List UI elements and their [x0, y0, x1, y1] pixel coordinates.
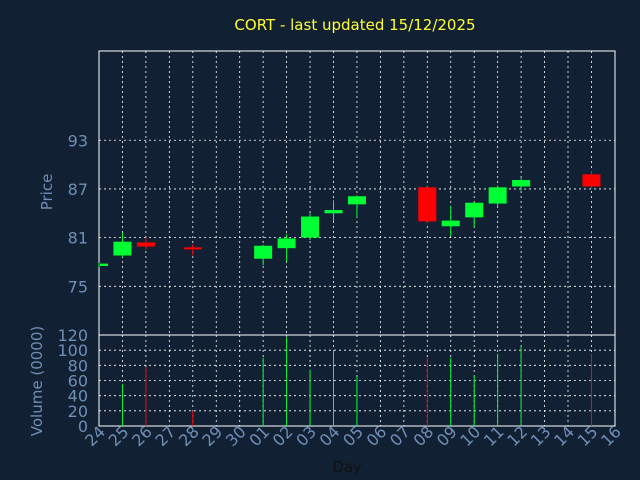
candle-body	[183, 247, 202, 250]
candle-body	[277, 238, 296, 249]
price-tick-label: 81	[68, 229, 88, 248]
candle-body	[301, 216, 320, 238]
candle-body	[465, 202, 484, 218]
volume-tick-label: 20	[68, 402, 88, 421]
candle-body	[582, 174, 601, 187]
candle-body	[100, 263, 108, 267]
candle-body	[136, 242, 155, 247]
price-panel: 75 81 87 93	[68, 50, 616, 336]
candle-body	[512, 180, 531, 187]
candle-body	[488, 187, 507, 204]
chart-title: CORT - last updated 15/12/2025	[234, 16, 475, 34]
volume-tick-label: 120	[57, 326, 88, 345]
volume-tick-label: 60	[68, 372, 88, 391]
x-axis-label: Day	[332, 458, 362, 476]
candle-body	[418, 187, 437, 222]
candle-body	[347, 196, 366, 205]
volume-tick-label: 80	[68, 356, 88, 375]
price-tick-label: 93	[68, 131, 88, 150]
x-axis: 2425262728293001020304050607080910111213…	[81, 422, 625, 450]
volume-tick-label: 100	[57, 341, 88, 360]
price-axis-label: Price	[38, 174, 56, 211]
candle-body	[254, 245, 273, 259]
price-tick-label: 75	[68, 277, 88, 296]
volume-tick-label: 40	[68, 387, 88, 406]
volume-tick-label: 0	[78, 417, 88, 436]
candle-body	[441, 220, 460, 227]
candle-body	[324, 210, 343, 214]
volume-axis-label: Volume (0000)	[28, 326, 46, 436]
candle-body	[113, 241, 132, 256]
price-tick-label: 87	[68, 180, 88, 199]
